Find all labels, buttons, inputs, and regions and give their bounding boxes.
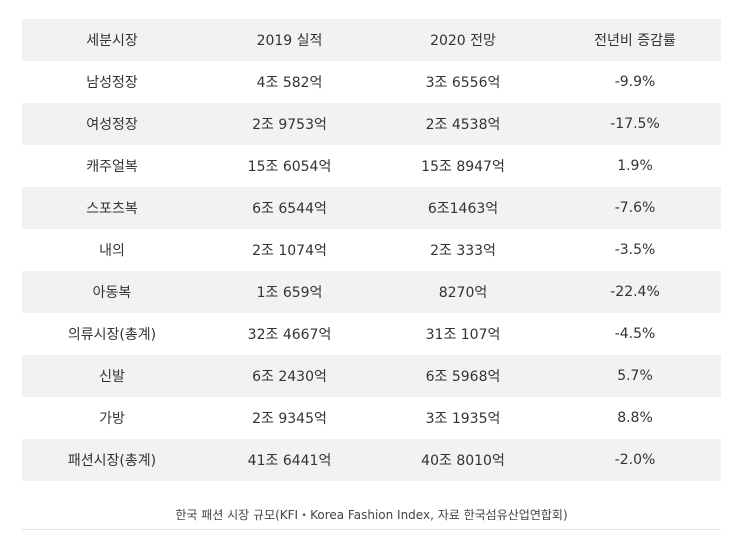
cell-change: 1.9% xyxy=(549,145,721,187)
table-row: 내의 2조 1074억 2조 333억 -3.5% xyxy=(22,229,721,271)
caption-divider xyxy=(22,529,721,530)
cell-2019: 6조 6544억 xyxy=(202,187,377,229)
cell-2019: 1조 659억 xyxy=(202,271,377,313)
cell-segment: 가방 xyxy=(22,397,202,439)
cell-2020: 6조 5968억 xyxy=(377,355,549,397)
cell-change: -2.0% xyxy=(549,439,721,481)
cell-segment: 패션시장(총계) xyxy=(22,439,202,481)
table-row: 스포츠복 6조 6544억 6조1463억 -7.6% xyxy=(22,187,721,229)
fashion-market-table: 세분시장 2019 실적 2020 전망 전년비 증감률 남성정장 4조 582… xyxy=(22,19,721,481)
cell-change: -7.6% xyxy=(549,187,721,229)
cell-segment: 의류시장(총계) xyxy=(22,313,202,355)
table-row: 여성정장 2조 9753억 2조 4538억 -17.5% xyxy=(22,103,721,145)
cell-2019: 6조 2430억 xyxy=(202,355,377,397)
table-caption: 한국 패션 시장 규모(KFI・Korea Fashion Index, 자료 … xyxy=(175,508,568,522)
header-segment: 세분시장 xyxy=(22,19,202,61)
cell-2019: 2조 1074억 xyxy=(202,229,377,271)
cell-2020: 6조1463억 xyxy=(377,187,549,229)
cell-segment: 스포츠복 xyxy=(22,187,202,229)
header-2020-forecast: 2020 전망 xyxy=(377,19,549,61)
cell-2020: 2조 333억 xyxy=(377,229,549,271)
cell-change: -17.5% xyxy=(549,103,721,145)
cell-change: 8.8% xyxy=(549,397,721,439)
cell-2019: 4조 582억 xyxy=(202,61,377,103)
table-row: 캐주얼복 15조 6054억 15조 8947억 1.9% xyxy=(22,145,721,187)
header-yoy-change: 전년비 증감률 xyxy=(549,19,721,61)
cell-change: -9.9% xyxy=(549,61,721,103)
cell-2020: 2조 4538억 xyxy=(377,103,549,145)
cell-change: 5.7% xyxy=(549,355,721,397)
table-row: 패션시장(총계) 41조 6441억 40조 8010억 -2.0% xyxy=(22,439,721,481)
cell-segment: 캐주얼복 xyxy=(22,145,202,187)
header-2019-actual: 2019 실적 xyxy=(202,19,377,61)
cell-segment: 여성정장 xyxy=(22,103,202,145)
cell-2020: 31조 107억 xyxy=(377,313,549,355)
cell-change: -3.5% xyxy=(549,229,721,271)
cell-segment: 아동복 xyxy=(22,271,202,313)
cell-2019: 32조 4667억 xyxy=(202,313,377,355)
cell-2020: 8270억 xyxy=(377,271,549,313)
table-row: 가방 2조 9345억 3조 1935억 8.8% xyxy=(22,397,721,439)
cell-segment: 남성정장 xyxy=(22,61,202,103)
cell-2020: 40조 8010억 xyxy=(377,439,549,481)
table-row: 아동복 1조 659억 8270억 -22.4% xyxy=(22,271,721,313)
cell-segment: 신발 xyxy=(22,355,202,397)
cell-segment: 내의 xyxy=(22,229,202,271)
cell-2020: 3조 6556억 xyxy=(377,61,549,103)
cell-change: -4.5% xyxy=(549,313,721,355)
table-header-row: 세분시장 2019 실적 2020 전망 전년비 증감률 xyxy=(22,19,721,61)
cell-change: -22.4% xyxy=(549,271,721,313)
cell-2019: 2조 9753억 xyxy=(202,103,377,145)
cell-2020: 15조 8947억 xyxy=(377,145,549,187)
cell-2019: 15조 6054억 xyxy=(202,145,377,187)
table-row: 의류시장(총계) 32조 4667억 31조 107억 -4.5% xyxy=(22,313,721,355)
cell-2019: 41조 6441억 xyxy=(202,439,377,481)
table-row: 남성정장 4조 582억 3조 6556억 -9.9% xyxy=(22,61,721,103)
cell-2020: 3조 1935억 xyxy=(377,397,549,439)
cell-2019: 2조 9345억 xyxy=(202,397,377,439)
table-row: 신발 6조 2430억 6조 5968억 5.7% xyxy=(22,355,721,397)
